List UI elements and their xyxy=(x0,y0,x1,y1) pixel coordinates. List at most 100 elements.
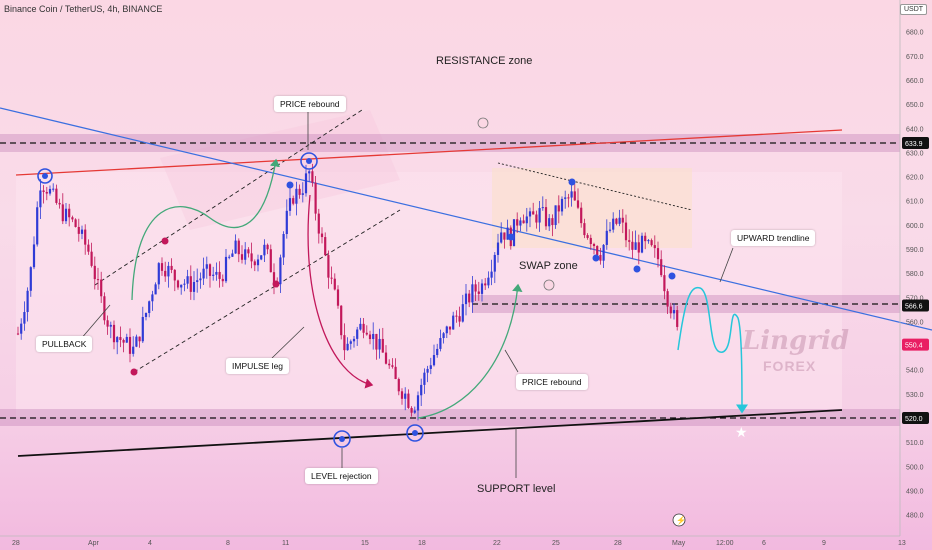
candle-body xyxy=(500,232,503,243)
candle-body xyxy=(423,372,426,385)
currency-badge[interactable]: USDT xyxy=(900,4,928,15)
candle-body xyxy=(308,171,311,174)
candle-body xyxy=(164,270,167,277)
candle-body xyxy=(279,257,282,285)
candle-body xyxy=(468,293,471,303)
candle-body xyxy=(375,333,378,350)
candle-body xyxy=(36,207,39,245)
pivot-circle xyxy=(406,424,424,442)
channel-highlight xyxy=(160,110,400,230)
support-trendline xyxy=(17,409,843,457)
x-tick-label: 25 xyxy=(552,540,560,547)
candle-body xyxy=(384,352,388,364)
x-tick-label: 8 xyxy=(226,540,230,547)
y-tick-label: 630.0 xyxy=(906,150,924,157)
info-icon[interactable] xyxy=(477,117,489,129)
candle-body xyxy=(650,240,653,246)
candle-body xyxy=(640,235,644,253)
candle-body xyxy=(138,336,141,342)
candle-body xyxy=(215,271,218,275)
candle-body xyxy=(109,324,112,327)
candle-body xyxy=(560,198,564,212)
y-tick-label: 480.0 xyxy=(906,513,924,520)
candle-body xyxy=(663,275,666,292)
support-level-label: SUPPORT level xyxy=(477,483,556,495)
candle-body xyxy=(74,219,77,227)
candle-body xyxy=(570,191,573,198)
candle-body xyxy=(333,278,336,290)
x-tick-label: 28 xyxy=(12,540,20,547)
pullback-label: PULLBACK xyxy=(36,336,93,352)
candle-body xyxy=(199,278,202,281)
svg-text:520.0: 520.0 xyxy=(905,416,923,423)
candle-body xyxy=(173,269,176,281)
candle-body xyxy=(432,355,436,366)
x-tick-label: 12:00 xyxy=(716,540,734,547)
candle-body xyxy=(106,320,109,327)
candle-body xyxy=(218,271,221,279)
candle-body xyxy=(23,312,26,324)
candle-body xyxy=(420,384,423,396)
candle-body xyxy=(71,217,74,220)
candle-body xyxy=(100,279,103,297)
swap-highlight-box xyxy=(492,168,692,248)
candle-body xyxy=(320,233,324,238)
candle-body xyxy=(39,190,42,208)
candle-body xyxy=(583,223,586,236)
candle-body xyxy=(413,410,416,413)
candle-body xyxy=(55,188,58,203)
pivot-dot xyxy=(339,436,345,442)
y-tick-label: 570.0 xyxy=(906,295,924,302)
lightning-icon[interactable] xyxy=(672,513,686,527)
candle-body xyxy=(359,323,362,330)
candle-body xyxy=(80,229,84,234)
candle-body xyxy=(29,267,32,291)
candle-body xyxy=(330,277,333,279)
candle-body xyxy=(180,284,183,288)
pivot-circle xyxy=(37,168,53,184)
candle-body xyxy=(154,284,157,295)
touch-dot xyxy=(272,280,280,288)
touch-dot xyxy=(130,368,138,376)
candle-body xyxy=(669,306,672,314)
candle-body xyxy=(285,210,288,235)
candle-body xyxy=(484,283,487,286)
candle-body xyxy=(416,395,420,411)
candle-body xyxy=(250,253,253,262)
candle-body xyxy=(244,249,247,260)
candle-body xyxy=(503,232,506,240)
candle-body xyxy=(445,326,448,334)
candle-body xyxy=(676,310,679,327)
candle-body xyxy=(612,218,615,230)
candle-body xyxy=(52,188,55,190)
candle-body xyxy=(170,265,173,270)
price-label: 633.9 xyxy=(902,137,929,149)
candle-body xyxy=(221,278,224,282)
x-tick-label: May xyxy=(672,540,686,547)
touch-dot xyxy=(568,178,576,186)
touch-dot xyxy=(507,233,515,241)
candle-body xyxy=(196,280,199,283)
pivot-circle xyxy=(300,152,318,170)
price-rebound-bottom-label: PRICE rebound xyxy=(516,374,588,390)
candle-body xyxy=(42,190,45,192)
candle-body xyxy=(116,337,119,343)
x-tick-label: 22 xyxy=(493,540,501,547)
candle-body xyxy=(58,202,61,205)
candle-body xyxy=(557,205,560,212)
candle-body xyxy=(32,244,36,268)
candle-body xyxy=(314,182,317,214)
candle-body xyxy=(602,244,605,261)
candle-body xyxy=(589,237,592,245)
candle-body xyxy=(103,296,106,321)
candle-body xyxy=(372,333,375,340)
candle-body xyxy=(490,271,493,278)
candle-body xyxy=(400,391,404,399)
candle-body xyxy=(160,263,164,271)
info-icon[interactable] xyxy=(543,279,555,291)
candle-body xyxy=(388,363,391,366)
candle-body xyxy=(471,284,474,303)
candle-body xyxy=(538,208,541,223)
watermark-logo-subtext: FOREX xyxy=(763,358,817,374)
candle-body xyxy=(340,305,343,336)
